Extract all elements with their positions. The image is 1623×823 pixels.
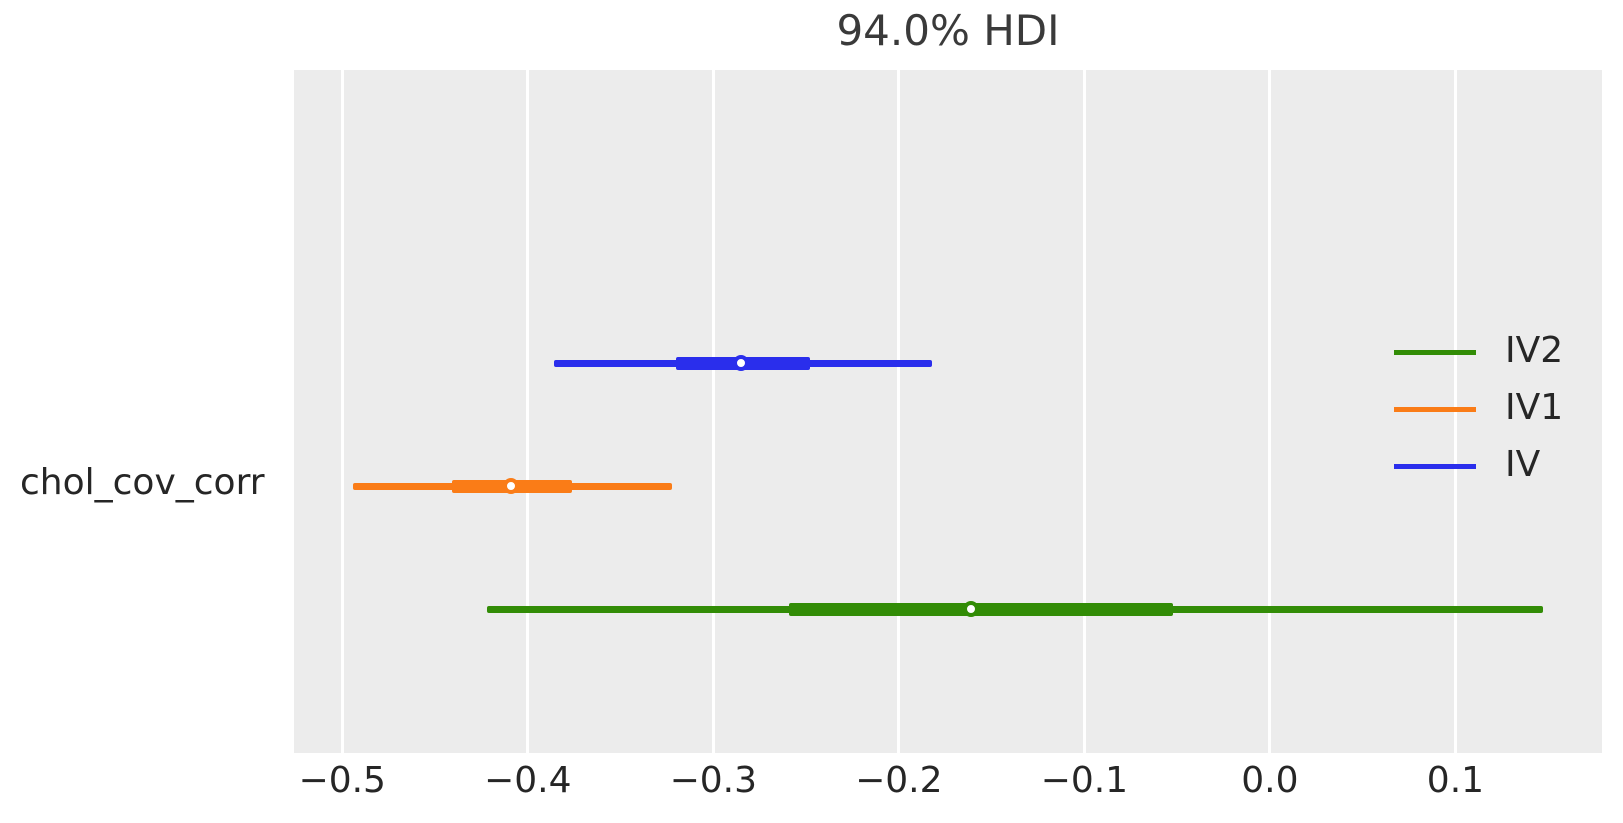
legend-line-swatch — [1394, 464, 1476, 469]
x-tick-label: −0.4 — [484, 760, 572, 801]
legend-line-swatch — [1394, 350, 1476, 355]
legend-label: IV1 — [1505, 387, 1564, 428]
median-marker-IV1 — [503, 478, 520, 494]
x-tick-label: −0.2 — [855, 760, 943, 801]
x-tick-label: −0.3 — [669, 760, 758, 801]
chart-title: 94.0% HDI — [836, 6, 1060, 55]
median-marker-IV2 — [963, 601, 980, 617]
y-axis-row-label: chol_cov_corr — [20, 462, 265, 503]
x-tick-label: −0.5 — [298, 760, 386, 801]
gridline — [1268, 70, 1272, 753]
gridline — [1082, 70, 1086, 753]
legend-label: IV — [1505, 444, 1541, 485]
gridline — [711, 70, 715, 753]
x-tick-label: −0.1 — [1040, 760, 1129, 801]
median-marker-IV — [733, 355, 750, 371]
gridline — [340, 70, 344, 753]
x-tick-label: 0.0 — [1241, 760, 1299, 801]
gridline — [897, 70, 901, 753]
gridline — [526, 70, 530, 753]
x-tick-label: 0.1 — [1426, 760, 1485, 801]
legend-label: IV2 — [1505, 330, 1564, 371]
legend-line-swatch — [1394, 407, 1476, 412]
hdi-thick-band-IV2 — [789, 602, 1174, 616]
